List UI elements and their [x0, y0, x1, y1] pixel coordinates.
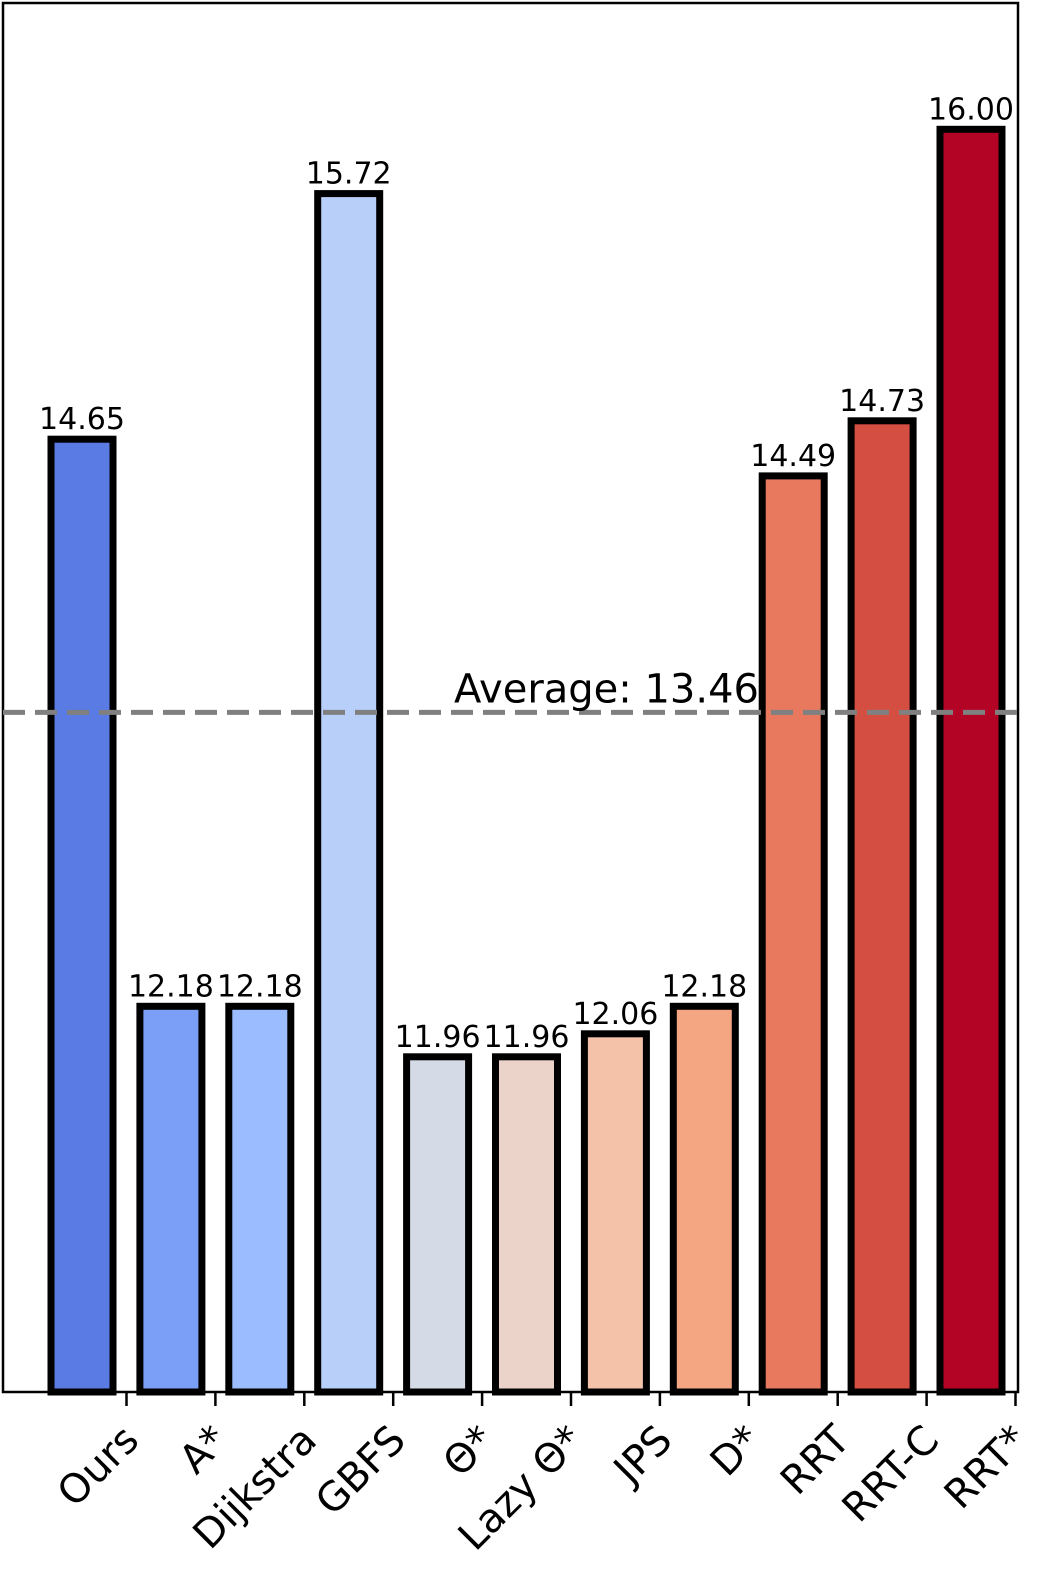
bar-rrt-c: [847, 417, 917, 1396]
bar-jps: [580, 1030, 650, 1396]
data-label-rrt-c: 14.73: [839, 384, 925, 419]
x-tick-label-gbfs: GBFS: [307, 1417, 415, 1525]
x-tick-label-a-: A*: [171, 1417, 237, 1483]
data-label-rrt: 14.49: [750, 439, 836, 474]
data-label-jps: 12.06: [572, 997, 658, 1032]
x-tick-label-jps: JPS: [603, 1417, 681, 1495]
bar-rrt: [758, 472, 828, 1396]
bar-dijkstra: [225, 1002, 295, 1396]
data-label-θ-: 11.96: [395, 1020, 481, 1055]
data-label-d-: 12.18: [661, 969, 747, 1004]
x-tick-label-ours: Ours: [49, 1417, 148, 1516]
bar-gbfs: [314, 190, 384, 1396]
data-label-lazy-θ-: 11.96: [484, 1020, 570, 1055]
x-tick-label-d-: D*: [702, 1417, 770, 1485]
x-tick-label-θ-: Θ*: [435, 1417, 504, 1486]
data-label-gbfs: 15.72: [306, 157, 392, 192]
data-label-a-: 12.18: [128, 969, 214, 1004]
data-label-rrt-: 16.00: [928, 92, 1014, 127]
x-tick-label-rrt-: RRT*: [936, 1417, 1037, 1518]
bar-ours: [47, 435, 117, 1396]
data-label-dijkstra: 12.18: [217, 969, 303, 1004]
bar-rrt-: [936, 125, 1006, 1396]
bar-θ-: [403, 1053, 473, 1396]
x-tick-label-rrt-c: RRT-C: [834, 1417, 948, 1531]
bar-a-: [136, 1002, 206, 1396]
average-label: Average: 13.46: [454, 666, 759, 712]
data-label-ours: 14.65: [39, 402, 125, 437]
bar-d-: [669, 1002, 739, 1396]
bar-lazy-θ-: [492, 1053, 561, 1396]
